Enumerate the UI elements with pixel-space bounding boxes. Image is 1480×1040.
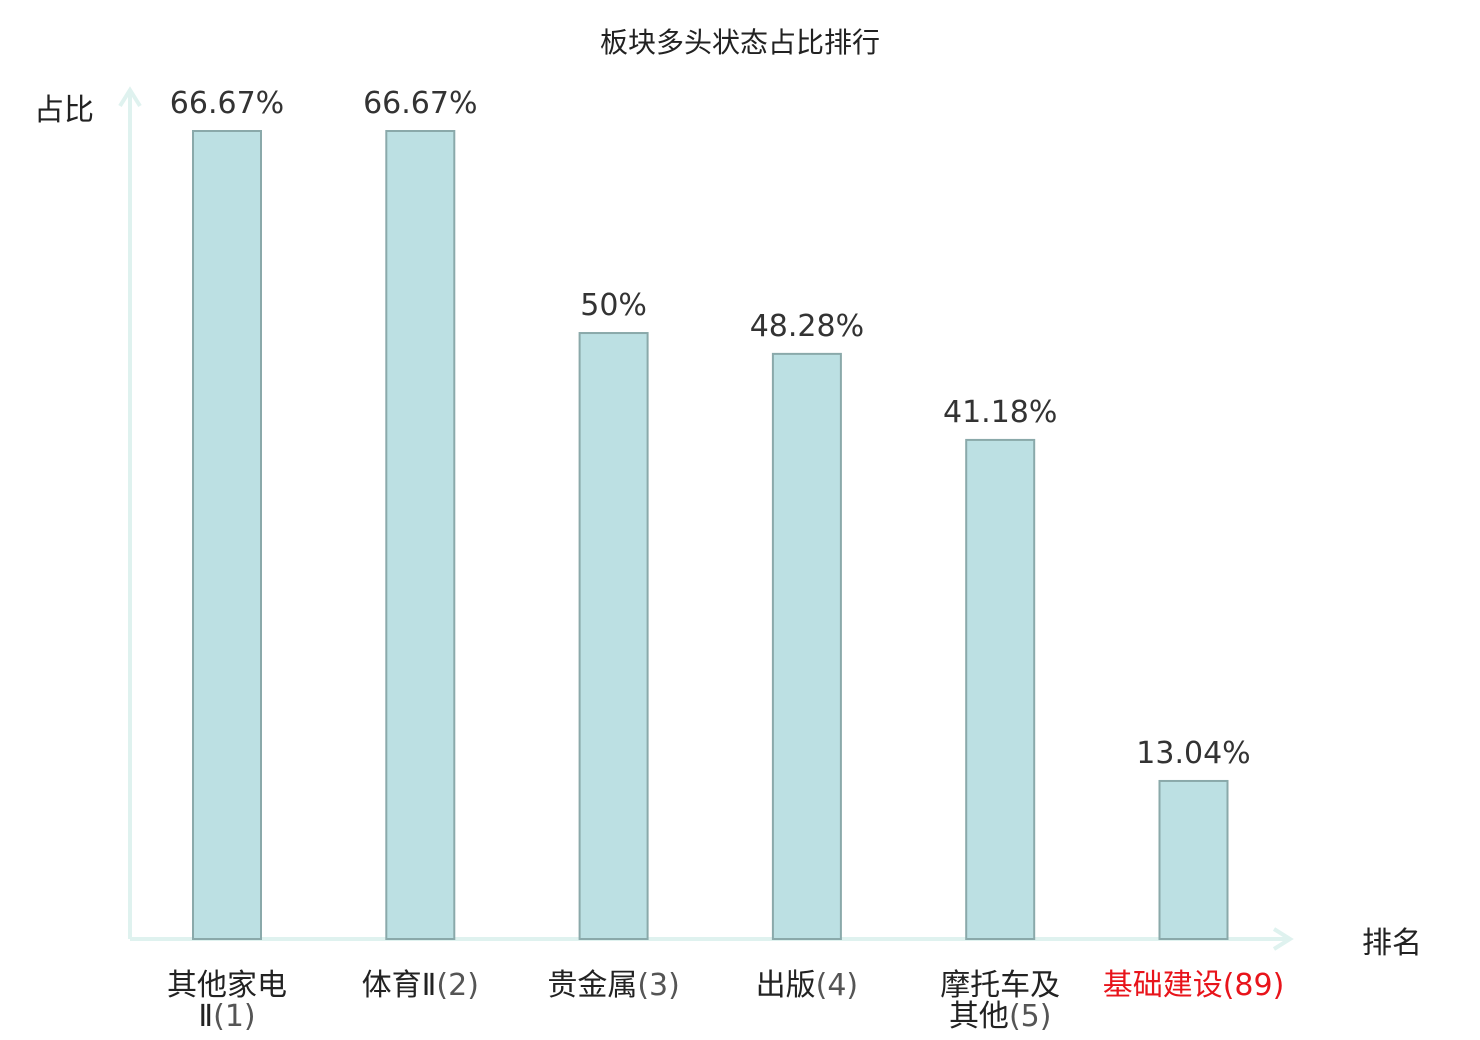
bar <box>385 130 456 940</box>
category-label: 其他家电 <box>167 968 287 1003</box>
chart-title: 板块多头状态占比排行 <box>600 26 880 59</box>
x-axis-label: 排名 <box>1362 926 1422 961</box>
value-label: 41.18% <box>943 395 1057 430</box>
axes <box>118 86 1294 951</box>
bar <box>1158 779 1229 940</box>
category-label: 基础建设(89) <box>1103 968 1285 1003</box>
y-axis-arrow <box>118 86 142 108</box>
category-label: 摩托车及 <box>940 968 1060 1003</box>
y-axis-label: 占比 <box>34 93 94 128</box>
category-label: 体育Ⅱ(2) <box>362 968 479 1003</box>
x-axis-arrow <box>1272 927 1294 951</box>
bar <box>578 332 649 941</box>
bar <box>771 352 842 940</box>
category-label-line2: Ⅱ(1) <box>198 999 255 1034</box>
bar <box>192 130 262 940</box>
category-label: 出版(4) <box>756 968 859 1003</box>
category-label-line2: 其他(5) <box>949 999 1051 1034</box>
value-label: 66.67% <box>363 86 477 121</box>
bars <box>192 130 1229 941</box>
value-label: 13.04% <box>1136 736 1250 771</box>
category-label: 贵金属(3) <box>547 968 680 1003</box>
value-labels: 66.67% 66.67% 50% 48.28% 41.18% 13.04% <box>170 86 1251 771</box>
value-label: 50% <box>580 288 647 323</box>
value-label: 48.28% <box>750 309 864 344</box>
value-label: 66.67% <box>170 86 284 121</box>
bar <box>965 438 1036 940</box>
